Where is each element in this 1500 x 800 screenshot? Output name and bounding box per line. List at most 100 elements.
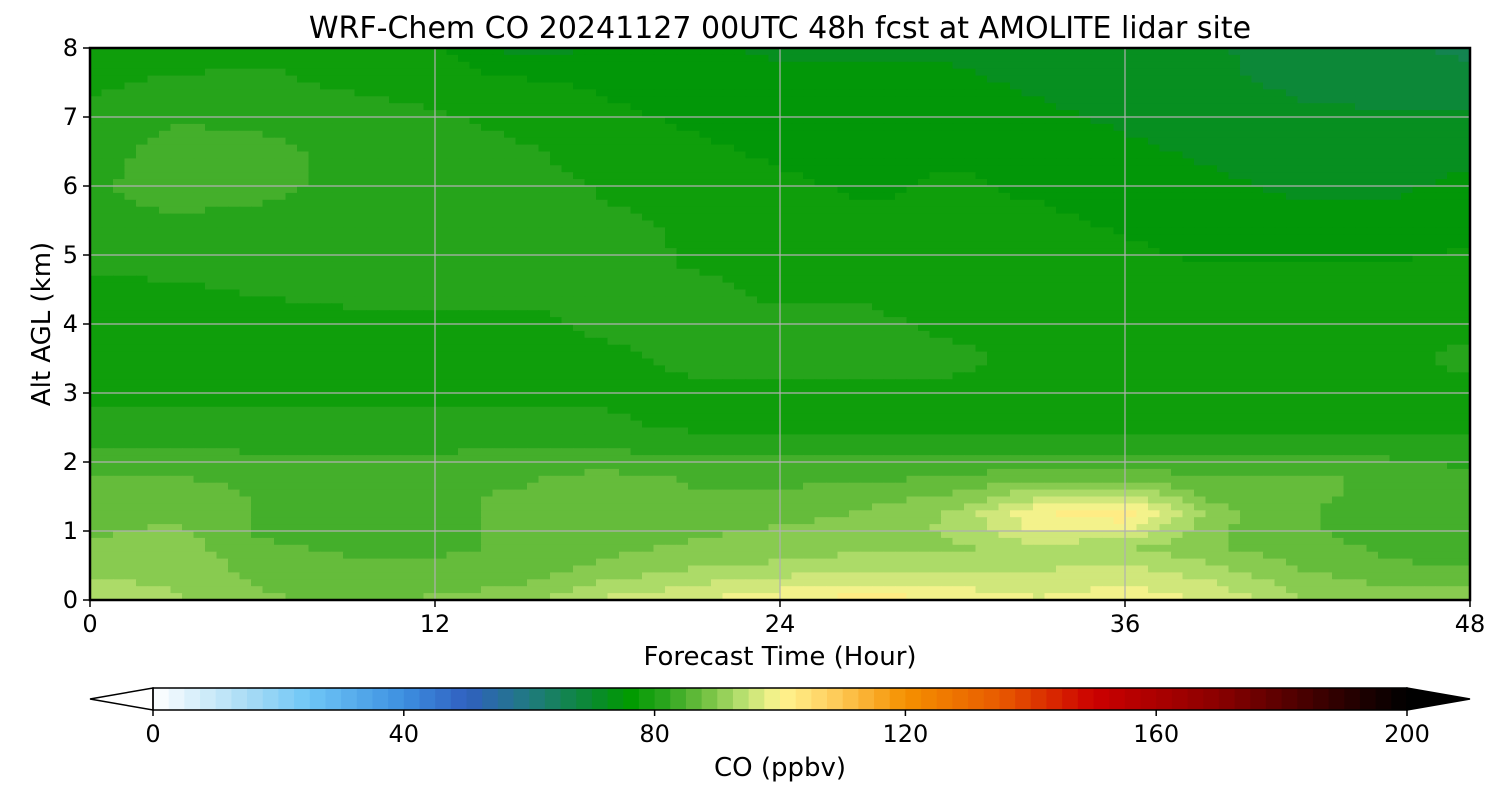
heatmap-cell xyxy=(1044,296,1057,304)
heatmap-cell xyxy=(515,234,528,242)
heatmap-cell xyxy=(734,234,747,242)
heatmap-cell xyxy=(1447,82,1460,90)
heatmap-cell xyxy=(527,89,540,97)
heatmap-cell xyxy=(481,206,494,215)
heatmap-cell xyxy=(607,330,620,339)
heatmap-cell xyxy=(101,103,114,111)
heatmap-cell xyxy=(584,234,597,242)
heatmap-cell xyxy=(354,130,367,139)
heatmap-cell xyxy=(90,165,103,173)
heatmap-cell xyxy=(458,324,471,332)
heatmap-cell xyxy=(297,317,310,325)
heatmap-cell xyxy=(584,137,597,146)
heatmap-cell xyxy=(446,117,459,125)
heatmap-cell xyxy=(1228,158,1241,166)
heatmap-cell xyxy=(297,110,310,118)
heatmap-cell xyxy=(193,54,206,63)
heatmap-cell xyxy=(791,179,804,187)
heatmap-cell xyxy=(504,206,517,215)
heatmap-cell xyxy=(285,137,298,146)
heatmap-cell xyxy=(481,68,494,77)
heatmap-cell xyxy=(527,68,540,77)
heatmap-cell xyxy=(573,303,586,311)
heatmap-cell xyxy=(1320,186,1333,194)
heatmap-cell xyxy=(170,110,183,118)
heatmap-cell xyxy=(791,317,804,325)
heatmap-cell xyxy=(1251,206,1264,215)
heatmap-cell xyxy=(860,61,873,70)
heatmap-cell xyxy=(952,268,965,277)
heatmap-cell xyxy=(1079,172,1092,180)
heatmap-cell xyxy=(1021,303,1034,311)
heatmap-cell xyxy=(1113,179,1126,187)
heatmap-cell xyxy=(147,248,160,256)
heatmap-cell xyxy=(113,179,126,187)
heatmap-cell xyxy=(147,296,160,304)
heatmap-cell xyxy=(607,96,620,104)
heatmap-cell xyxy=(998,75,1011,84)
heatmap-cell xyxy=(1297,220,1310,228)
heatmap-cell xyxy=(941,130,954,139)
heatmap-cell xyxy=(607,317,620,325)
heatmap-cell xyxy=(435,192,448,201)
heatmap-cell xyxy=(446,303,459,311)
heatmap-cell xyxy=(458,303,471,311)
heatmap-cell xyxy=(274,330,287,339)
heatmap-cell xyxy=(964,282,977,291)
heatmap-cell xyxy=(423,324,436,332)
heatmap-cell xyxy=(136,310,149,318)
heatmap-cell xyxy=(757,68,770,77)
heatmap-cell xyxy=(1125,234,1138,242)
heatmap-cell xyxy=(389,165,402,173)
heatmap-cell xyxy=(906,310,919,318)
heatmap-cell xyxy=(1332,220,1345,228)
heatmap-cell xyxy=(1263,248,1276,256)
heatmap-cell xyxy=(791,117,804,125)
heatmap-cell xyxy=(1286,179,1299,187)
heatmap-cell xyxy=(1297,68,1310,77)
heatmap-cell xyxy=(1332,48,1345,56)
heatmap-cell xyxy=(780,123,793,132)
heatmap-cell xyxy=(331,130,344,139)
heatmap-cell xyxy=(952,289,965,297)
heatmap-cell xyxy=(228,317,241,325)
heatmap-cell xyxy=(435,82,448,90)
heatmap-cell xyxy=(975,282,988,291)
heatmap-cell xyxy=(504,310,517,318)
heatmap-cell xyxy=(1378,192,1391,201)
heatmap-cell xyxy=(366,117,379,125)
heatmap-cell xyxy=(1090,103,1103,111)
heatmap-cell xyxy=(883,158,896,166)
heatmap-cell xyxy=(1044,82,1057,90)
heatmap-cell xyxy=(538,199,551,208)
heatmap-cell xyxy=(745,89,758,97)
heatmap-cell xyxy=(929,310,942,318)
heatmap-cell xyxy=(1010,192,1023,201)
heatmap-cell xyxy=(1217,96,1230,104)
heatmap-cell xyxy=(987,241,1000,249)
heatmap-cell xyxy=(538,324,551,332)
heatmap-cell xyxy=(228,165,241,173)
heatmap-cell xyxy=(1274,206,1287,215)
heatmap-cell xyxy=(1194,103,1207,111)
heatmap-cell xyxy=(274,117,287,125)
heatmap-cell xyxy=(1309,158,1322,166)
heatmap-cell xyxy=(1182,303,1195,311)
heatmap-cell xyxy=(722,303,735,311)
heatmap-cell xyxy=(1251,103,1264,111)
heatmap-cell xyxy=(1343,296,1356,304)
heatmap-cell xyxy=(987,186,1000,194)
heatmap-cell xyxy=(136,103,149,111)
heatmap-cell xyxy=(1194,255,1207,263)
heatmap-cell xyxy=(906,268,919,277)
heatmap-cell xyxy=(573,68,586,77)
heatmap-cell xyxy=(550,220,563,228)
heatmap-cell xyxy=(366,248,379,256)
heatmap-cell xyxy=(653,261,666,270)
heatmap-cell xyxy=(389,241,402,249)
heatmap-cell xyxy=(331,144,344,153)
heatmap-cell xyxy=(1217,255,1230,263)
heatmap-cell xyxy=(170,61,183,70)
heatmap-cell xyxy=(1033,144,1046,153)
heatmap-cell xyxy=(849,103,862,111)
